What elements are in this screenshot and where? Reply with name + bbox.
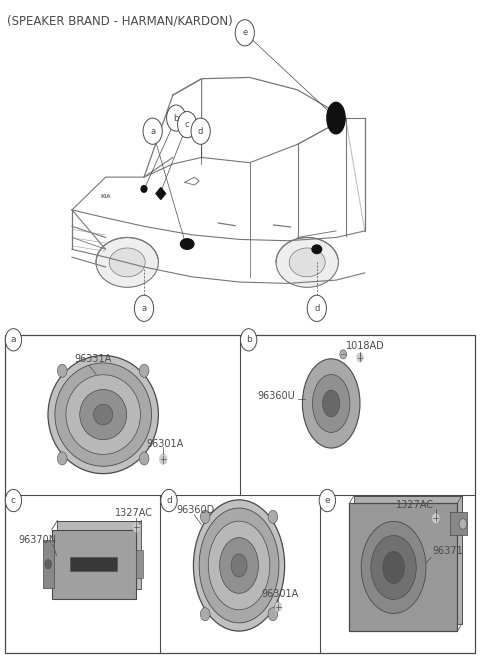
Text: 96370N: 96370N	[18, 535, 56, 545]
Circle shape	[200, 607, 210, 621]
Ellipse shape	[55, 363, 152, 466]
Text: a: a	[11, 335, 16, 344]
Ellipse shape	[109, 248, 145, 277]
Text: b: b	[173, 113, 179, 123]
Circle shape	[139, 452, 149, 465]
Text: 1018AD: 1018AD	[346, 341, 384, 351]
Text: c: c	[185, 120, 190, 129]
Bar	[349, 504, 457, 631]
Ellipse shape	[231, 554, 247, 577]
Text: 1327AC: 1327AC	[396, 500, 434, 510]
Text: d: d	[166, 496, 172, 505]
Circle shape	[178, 112, 197, 138]
Polygon shape	[156, 188, 166, 199]
Text: 96360D: 96360D	[177, 505, 215, 515]
Ellipse shape	[94, 404, 113, 425]
Ellipse shape	[312, 245, 322, 254]
Ellipse shape	[312, 375, 350, 432]
Text: e: e	[324, 496, 330, 505]
Text: 96331A: 96331A	[74, 354, 112, 364]
Circle shape	[5, 489, 22, 512]
Text: b: b	[246, 335, 252, 344]
Bar	[52, 530, 135, 598]
Text: 96371: 96371	[432, 546, 463, 556]
Circle shape	[340, 350, 347, 359]
Circle shape	[235, 20, 254, 46]
Ellipse shape	[141, 186, 147, 192]
Text: a: a	[142, 304, 146, 313]
Circle shape	[58, 364, 67, 377]
Circle shape	[191, 118, 210, 144]
Circle shape	[5, 329, 22, 351]
Ellipse shape	[193, 500, 285, 631]
Circle shape	[319, 489, 336, 512]
Circle shape	[139, 364, 149, 377]
Ellipse shape	[66, 375, 141, 455]
Ellipse shape	[323, 390, 340, 417]
Circle shape	[161, 489, 177, 512]
Circle shape	[240, 329, 257, 351]
Circle shape	[357, 353, 363, 362]
Bar	[135, 550, 143, 578]
Ellipse shape	[302, 359, 360, 448]
Circle shape	[268, 510, 278, 523]
Circle shape	[432, 514, 439, 523]
Circle shape	[133, 523, 140, 532]
Text: 96360U: 96360U	[257, 391, 295, 401]
Ellipse shape	[361, 522, 426, 613]
Circle shape	[143, 118, 162, 144]
Circle shape	[307, 295, 326, 321]
Text: 96301A: 96301A	[262, 589, 299, 599]
Ellipse shape	[289, 248, 325, 277]
Text: (SPEAKER BRAND - HARMAN/KARDON): (SPEAKER BRAND - HARMAN/KARDON)	[7, 14, 233, 28]
Ellipse shape	[80, 390, 127, 440]
Text: c: c	[11, 496, 16, 505]
Text: 96301A: 96301A	[146, 440, 184, 449]
Ellipse shape	[96, 237, 158, 287]
Text: a: a	[150, 127, 155, 136]
Bar	[354, 496, 462, 623]
Bar	[70, 558, 117, 571]
Ellipse shape	[48, 356, 158, 474]
Ellipse shape	[383, 552, 404, 583]
Circle shape	[167, 105, 186, 131]
Text: d: d	[314, 304, 320, 313]
Ellipse shape	[180, 239, 194, 249]
Text: KIA: KIA	[100, 194, 111, 199]
Circle shape	[275, 602, 282, 611]
Bar	[58, 521, 142, 589]
Ellipse shape	[220, 538, 258, 593]
Circle shape	[45, 560, 52, 569]
Ellipse shape	[327, 102, 345, 134]
Ellipse shape	[276, 237, 338, 287]
Ellipse shape	[208, 521, 270, 610]
Circle shape	[58, 452, 67, 465]
Circle shape	[134, 295, 154, 321]
Circle shape	[268, 607, 278, 621]
Bar	[5, 335, 475, 653]
Text: e: e	[242, 28, 247, 37]
Ellipse shape	[199, 508, 279, 623]
Circle shape	[159, 454, 167, 464]
Text: d: d	[198, 127, 204, 136]
Bar	[43, 540, 54, 588]
Bar	[450, 512, 467, 535]
Circle shape	[459, 519, 467, 529]
Text: 1327AC: 1327AC	[115, 508, 153, 518]
Circle shape	[200, 510, 210, 523]
Ellipse shape	[371, 535, 416, 600]
